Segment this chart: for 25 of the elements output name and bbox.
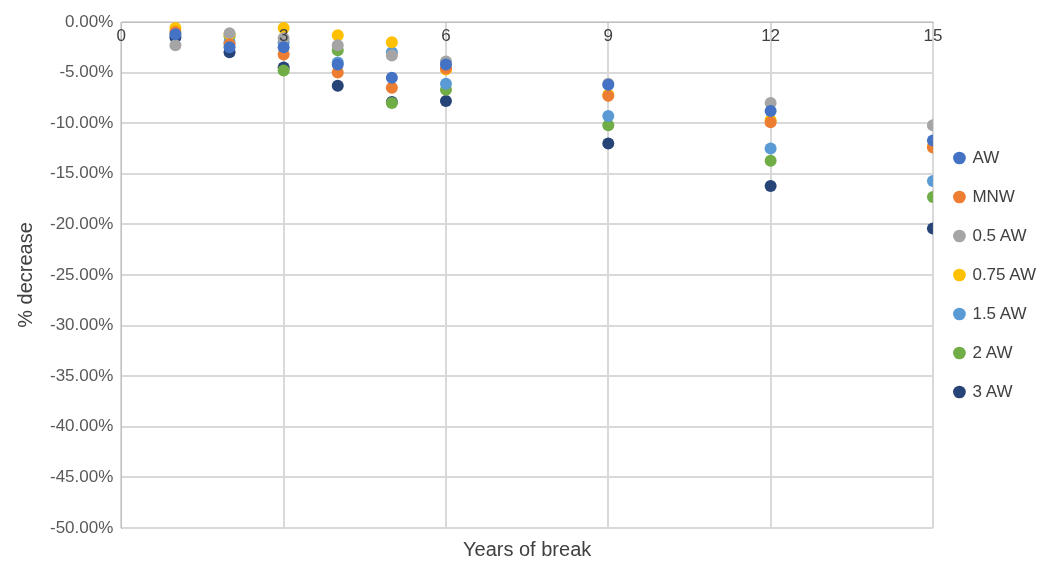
legend-label: 0.75 AW: [972, 264, 1037, 284]
y-tick-label: -25.00%: [49, 264, 114, 284]
x-axis-title: Years of break: [463, 537, 593, 560]
y-tick-label: -35.00%: [49, 365, 114, 385]
x-tick-label: 0: [116, 26, 127, 46]
y-tick-label: -30.00%: [49, 315, 114, 335]
legend-label: 3 AW: [972, 381, 1013, 401]
y-tick-label: -5.00%: [59, 62, 114, 82]
legend-label: AW: [972, 147, 1000, 167]
y-axis-title: % decrease: [13, 222, 36, 328]
legend-label: 1.5 AW: [972, 303, 1027, 323]
y-tick-label: -20.00%: [49, 214, 114, 234]
y-tick-label: 0.00%: [65, 11, 114, 31]
y-tick-label: -10.00%: [49, 112, 114, 132]
x-tick-label: 12: [761, 26, 781, 46]
y-tick-label: -45.00%: [49, 467, 114, 487]
x-tick-label: 6: [441, 26, 451, 46]
legend-label: MNW: [972, 186, 1015, 206]
legend-label: 0.5 AW: [972, 225, 1027, 245]
x-tick-label: 9: [603, 26, 614, 46]
legend-label: 2 AW: [972, 342, 1013, 362]
y-tick-label: -50.00%: [49, 517, 114, 537]
x-tick-label: 15: [923, 26, 943, 46]
y-tick-label: -15.00%: [49, 163, 114, 183]
y-tick-label: -40.00%: [49, 416, 114, 436]
